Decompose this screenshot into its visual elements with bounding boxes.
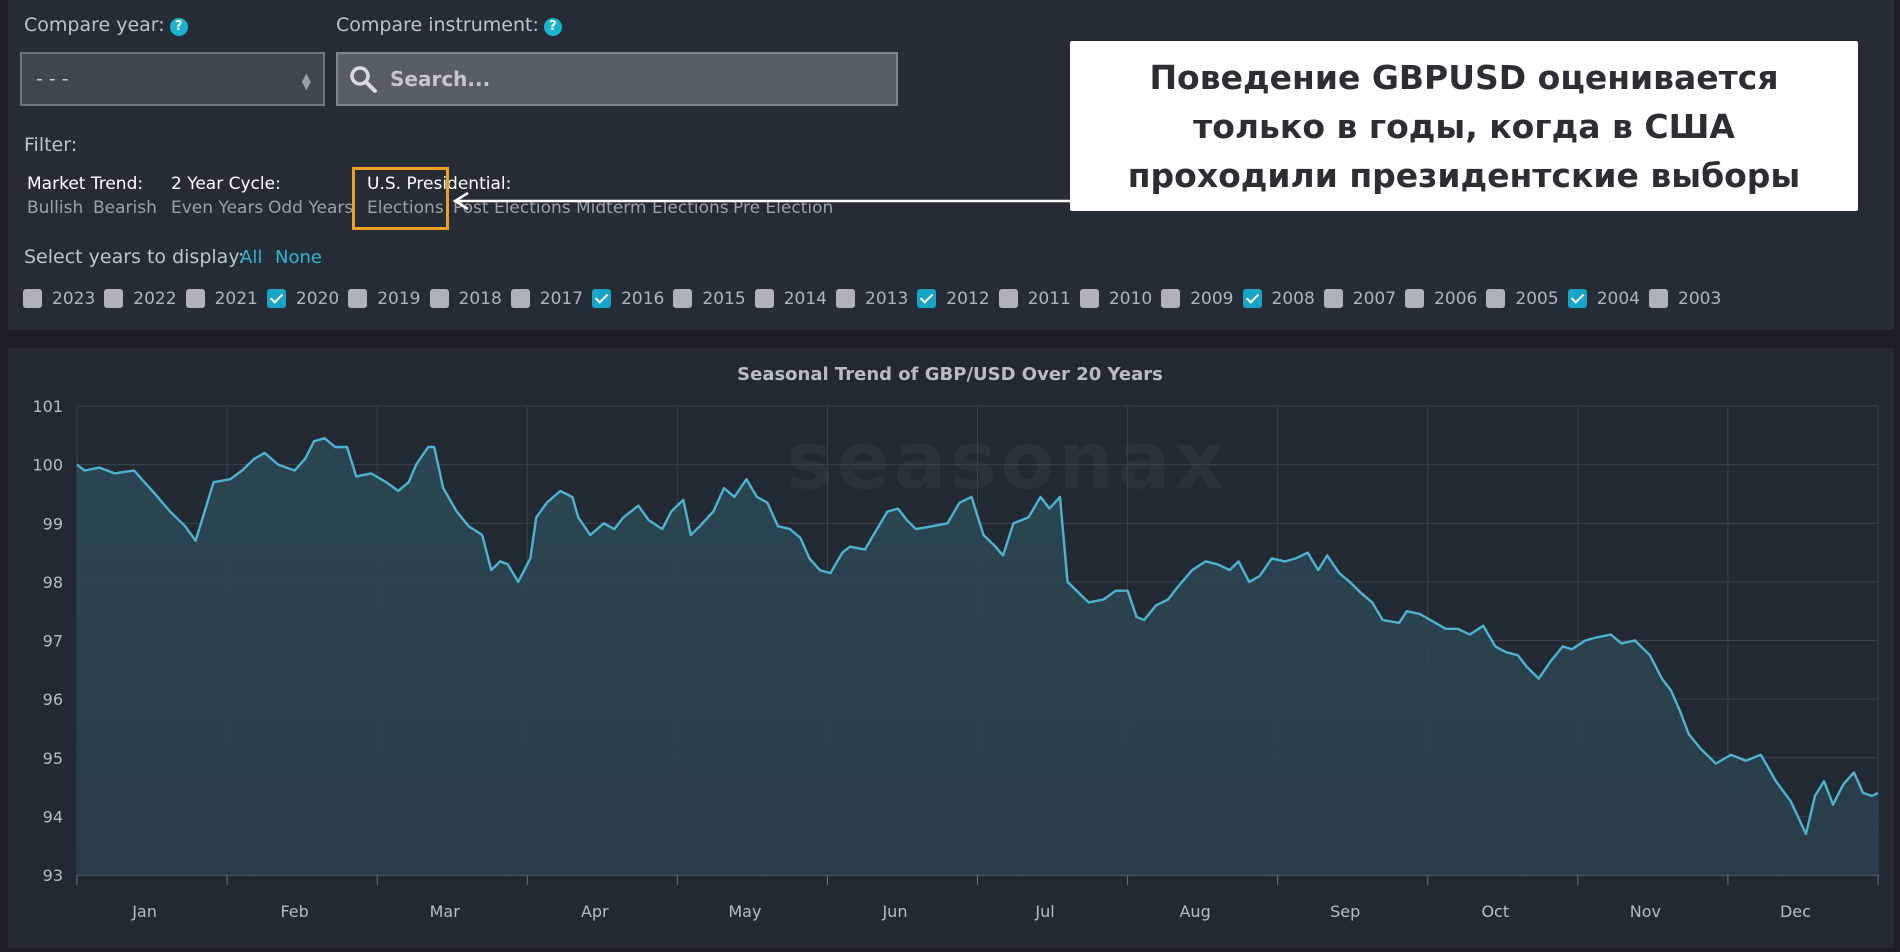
year-label: 2015 — [702, 289, 746, 309]
year-label: 2004 — [1596, 289, 1640, 309]
filter-group-title: Market Trend: — [27, 174, 144, 194]
year-checkbox[interactable] — [754, 289, 774, 308]
year-checkbox[interactable] — [592, 289, 612, 308]
x-tick-label: Sep — [1330, 902, 1360, 921]
compare-year-label: Compare year:? — [24, 14, 188, 36]
compare-year-select[interactable]: - - - ▲ ▼ — [20, 52, 325, 106]
year-label: 2020 — [295, 289, 340, 309]
x-tick-label: Aug — [1179, 902, 1210, 921]
chart-title: Seasonal Trend of GBP/USD Over 20 Years — [737, 364, 1163, 385]
year-checkbox[interactable] — [1161, 289, 1181, 308]
search-icon — [350, 66, 377, 93]
year-label: 2009 — [1190, 289, 1234, 309]
callout-line: Поведение GBPUSD оценивается — [1149, 58, 1779, 97]
filter-option-post-elections[interactable]: Post Elections — [453, 198, 571, 218]
compare-year-value: - - - — [36, 68, 69, 90]
filter-option-elections[interactable]: Elections — [367, 198, 444, 218]
callout-line: только в годы, когда в США — [1193, 107, 1735, 146]
year-label: 2005 — [1515, 289, 1559, 309]
watermark-text: seasonax — [786, 417, 1228, 507]
year-checkbox[interactable] — [266, 289, 286, 308]
year-checkbox[interactable] — [1405, 289, 1425, 308]
x-tick-label: Feb — [280, 902, 308, 921]
filter-group-title: 2 Year Cycle: — [171, 174, 281, 194]
series-area — [77, 438, 1878, 875]
year-label: 2006 — [1434, 289, 1478, 309]
x-tick-label: Jan — [131, 902, 157, 921]
y-tick-label: 100 — [32, 456, 63, 475]
year-checkbox[interactable] — [23, 289, 42, 308]
select-all-link[interactable]: All — [240, 247, 263, 268]
year-checkbox[interactable] — [185, 289, 205, 308]
year-checkbox[interactable] — [673, 289, 693, 308]
x-tick-label: Jul — [1034, 902, 1054, 921]
year-checkbox[interactable] — [917, 289, 937, 308]
x-tick-label: Jun — [881, 902, 907, 921]
year-label: 2003 — [1678, 289, 1722, 309]
x-tick-label: Mar — [430, 902, 461, 921]
x-tick-label: Apr — [581, 902, 609, 921]
filter-option-bearish[interactable]: Bearish — [93, 198, 157, 218]
year-checkbox[interactable] — [1567, 289, 1587, 308]
x-tick-label: May — [728, 902, 761, 921]
year-label: 2011 — [1027, 289, 1071, 309]
year-checkbox[interactable] — [429, 289, 449, 308]
select-arrows-icon: ▲ ▼ — [301, 70, 311, 92]
year-label: 2008 — [1271, 289, 1315, 309]
x-tick-label: Nov — [1630, 902, 1661, 921]
year-checkbox[interactable] — [1486, 289, 1506, 308]
y-tick-label: 96 — [43, 690, 63, 709]
year-label: 2017 — [539, 289, 584, 309]
y-tick-label: 94 — [43, 807, 63, 826]
help-icon[interactable]: ? — [169, 18, 188, 36]
y-tick-label: 93 — [43, 866, 63, 885]
year-checkbox[interactable] — [1079, 289, 1099, 308]
search-placeholder: Search... — [390, 67, 491, 91]
callout-line: проходили президентские выборы — [1127, 156, 1801, 195]
year-checkbox[interactable] — [1323, 289, 1343, 308]
elections-highlight-box — [352, 167, 449, 230]
filter-option-even-years[interactable]: Even Years — [171, 198, 264, 218]
year-checkbox[interactable] — [510, 289, 530, 308]
year-label: 2016 — [621, 289, 665, 309]
year-checkbox[interactable] — [348, 289, 368, 308]
select-years-label: Select years to display: — [24, 246, 245, 268]
select-none-link[interactable]: None — [275, 247, 322, 268]
filter-option-pre-election[interactable]: Pre Election — [733, 198, 834, 218]
year-label: 2018 — [458, 289, 502, 309]
year-checkbox[interactable] — [1242, 289, 1262, 308]
year-label: 2019 — [377, 289, 421, 309]
y-tick-label: 98 — [43, 573, 63, 592]
filter-option-midterm-elections[interactable]: Midterm Elections — [576, 198, 729, 218]
year-label: 2023 — [52, 289, 96, 309]
year-checkbox[interactable] — [104, 289, 124, 308]
year-checkbox[interactable] — [1649, 289, 1668, 308]
year-checkbox[interactable] — [998, 289, 1018, 308]
year-label: 2013 — [865, 289, 909, 309]
compare-instrument-label: Compare instrument:? — [336, 14, 562, 36]
series-line — [76, 437, 1879, 836]
y-tick-label: 101 — [32, 397, 63, 416]
annotation-callout: Поведение GBPUSD оценивается только в го… — [1070, 41, 1858, 211]
compare-instrument-search[interactable]: Search... — [336, 52, 898, 106]
filter-group-title: U.S. Presidential: — [367, 174, 512, 194]
y-tick-label: 97 — [43, 632, 63, 651]
year-label: 2014 — [783, 289, 827, 309]
filter-option-odd-years[interactable]: Odd Years — [268, 198, 354, 218]
year-label: 2021 — [214, 289, 258, 309]
year-label: 2007 — [1352, 289, 1397, 309]
filter-label: Filter: — [24, 134, 78, 156]
filter-option-bullish[interactable]: Bullish — [27, 198, 84, 218]
year-label: 2012 — [946, 289, 990, 309]
year-label: 2010 — [1108, 289, 1153, 309]
y-tick-label: 95 — [43, 749, 63, 768]
year-checkbox[interactable] — [836, 289, 855, 308]
y-tick-label: 99 — [43, 514, 63, 533]
x-tick-label: Dec — [1780, 902, 1811, 921]
year-label: 2022 — [133, 289, 177, 309]
x-tick-label: Oct — [1481, 902, 1509, 921]
help-icon[interactable]: ? — [543, 18, 562, 36]
